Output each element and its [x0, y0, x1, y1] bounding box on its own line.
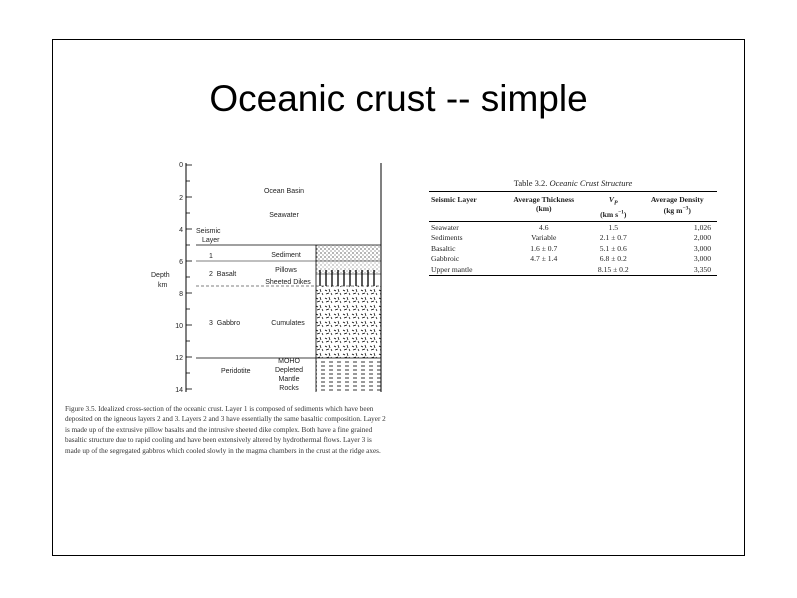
depth-tick-12: 12 [175, 355, 183, 362]
depth-tick-8: 8 [179, 291, 183, 298]
header-seismic-layer: Seismic Layer [429, 190, 499, 223]
zone-sediment: Sediment [271, 252, 301, 259]
oceanic-crust-table: Table 3.2. Oceanic Crust Structure Seism… [429, 178, 717, 277]
layer-label-2-basalt: 2 Basalt [209, 271, 236, 278]
zone-sheeted-dikes: Sheeted Dikes [265, 279, 311, 286]
layer-label-peridotite: Peridotite [221, 368, 251, 375]
depth-tick-2: 2 [179, 195, 183, 202]
caption-line: basaltic structure due to rapid cooling … [65, 436, 372, 445]
zone-rocks: Rocks [279, 385, 299, 392]
header-vp: VP (km s−1) [588, 190, 638, 223]
layer-label-3-gabbro: 3 Gabbro [209, 320, 240, 327]
header-thickness-unit: (km) [535, 204, 552, 213]
zone-ocean-basin: Ocean Basin [264, 188, 304, 195]
caption-line: Figure 3.5. Idealized cross-section of t… [65, 405, 374, 413]
caption-line: deposited on the igneous layers 2 and 3.… [65, 415, 386, 424]
table-caption: Table 3.2. Oceanic Crust Structure [429, 178, 717, 188]
zone-seawater: Seawater [269, 212, 299, 219]
zone-depleted: Depleted [275, 367, 303, 374]
table-row: Gabbroic 4.7 ± 1.4 6.8 ± 0.2 3,000 [431, 254, 711, 264]
depth-tick-14: 14 [175, 387, 183, 394]
zone-moho: MOHO [278, 358, 300, 365]
zone-pillows: Pillows [275, 267, 297, 274]
mantle-fill [316, 360, 381, 392]
table-caption-prefix: Table 3.2. [513, 178, 548, 188]
sediment-fill [316, 245, 381, 261]
depth-tick-10: 10 [175, 323, 183, 330]
header-density: Average Density (kg m−3) [637, 190, 717, 223]
slide-title: Oceanic crust -- simple [209, 78, 588, 119]
table-row: Upper mantle 8.15 ± 0.2 3,350 [429, 264, 717, 277]
layer-label-1: 1 [209, 253, 213, 260]
gabbro-fill [316, 286, 381, 358]
caption-line: made up of the segregated gabbros which … [65, 446, 381, 455]
depth-tick-6: 6 [179, 259, 183, 266]
depth-tick-4: 4 [179, 227, 183, 234]
depth-tick-0: 0 [179, 162, 183, 169]
seismic-layer-label-line2: Layer [202, 237, 220, 244]
figure-caption: Figure 3.5. Idealized cross-section of t… [65, 404, 455, 456]
depth-axis-label-line1: Depth [151, 272, 170, 279]
depth-axis-label-line2: km [158, 282, 168, 289]
depth-axis-ticks [186, 164, 192, 390]
table-row: Seawater 4.6 1.5 1,026 [431, 222, 711, 232]
zone-mantle: Mantle [278, 376, 299, 383]
table-row: Sediments Variable 2.1 ± 0.7 2,000 [431, 233, 711, 243]
zone-cumulates: Cumulates [271, 320, 305, 327]
caption-line: is made up of the extrusive pillow basal… [65, 425, 373, 434]
crust-structure-table: Seismic Layer Average Thickness (km) VP … [429, 190, 717, 277]
header-thickness: Average Thickness (km) [498, 190, 589, 223]
sheeted-dikes-fill [316, 270, 381, 286]
table-row: Basaltic 1.6 ± 0.7 5.1 ± 0.6 3,000 [431, 243, 711, 253]
slide-frame [52, 39, 745, 556]
seismic-layer-label-line1: Seismic [196, 228, 221, 235]
table-caption-title: Oceanic Crust Structure [549, 178, 633, 188]
